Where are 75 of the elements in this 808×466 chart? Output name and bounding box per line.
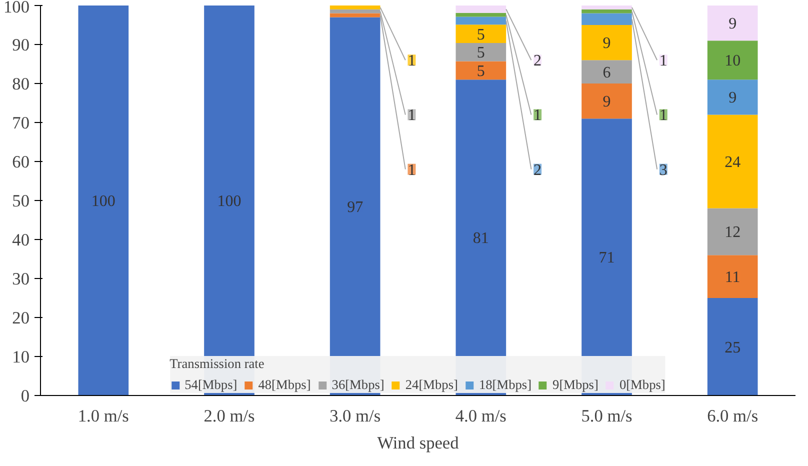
- y-tick-label: 90: [12, 36, 30, 54]
- bar: [582, 60, 632, 84]
- bar: [456, 6, 506, 13]
- y-tick-label: 100: [4, 0, 30, 16]
- y-tick-label: 70: [12, 114, 30, 132]
- bar: [330, 6, 380, 10]
- data-label: 12: [724, 224, 741, 242]
- data-label: 71: [598, 250, 615, 267]
- bar: [456, 12, 506, 17]
- y-tick-label: 50: [12, 192, 30, 210]
- legend-label: 18[Mbps]: [478, 377, 532, 393]
- y-tick-label: 10: [12, 348, 30, 366]
- data-label: 3: [659, 162, 668, 179]
- bar: [456, 16, 506, 25]
- data-label: 97: [347, 198, 364, 216]
- data-label: 6: [602, 64, 611, 82]
- bar: [582, 13, 632, 25]
- legend-title: Transmission rate: [170, 356, 266, 372]
- data-label: 9: [728, 90, 737, 107]
- y-tick-label: 0: [20, 386, 30, 406]
- bar: [330, 13, 380, 18]
- data-label: 1: [659, 52, 668, 70]
- y-tick-label: 40: [12, 230, 30, 250]
- data-label: 81: [472, 230, 489, 248]
- y-tick-label: 80: [12, 74, 30, 94]
- data-label: 2: [534, 162, 542, 179]
- data-label: 100: [217, 193, 242, 210]
- data-label: 25: [724, 339, 741, 356]
- data-label: 24: [724, 154, 741, 171]
- data-label: 1: [408, 162, 416, 179]
- data-label: 2: [534, 52, 542, 70]
- legend-label: 9[Mbps]: [552, 377, 598, 393]
- data-label: 100: [91, 193, 116, 210]
- y-tick-label: 60: [12, 152, 30, 172]
- bar: [707, 6, 758, 41]
- bar: [707, 80, 758, 115]
- bar: [582, 6, 632, 10]
- legend-label: 24[Mbps]: [405, 377, 458, 393]
- x-tick-label: 4.0 m/s: [455, 406, 507, 426]
- bar: [707, 208, 758, 256]
- x-tick-label: 5.0 m/s: [581, 406, 633, 426]
- data-label: 9: [602, 94, 611, 111]
- data-label: 5: [476, 62, 485, 80]
- x-tick-label: 2.0 m/s: [204, 406, 256, 426]
- data-label: 1: [659, 107, 668, 124]
- bar: [582, 25, 632, 60]
- data-label: 1: [408, 107, 416, 124]
- x-axis-title: Wind speed: [377, 434, 460, 452]
- bar: [456, 42, 506, 62]
- y-tick-label: 30: [12, 270, 30, 288]
- bar: [707, 40, 758, 80]
- x-tick-label: 3.0 m/s: [330, 406, 381, 426]
- data-label: 5: [476, 26, 485, 44]
- legend-label: 54[Mbps]: [184, 377, 238, 393]
- legend-label: 0[Mbps]: [619, 377, 666, 393]
- bar: [707, 298, 758, 396]
- data-label: 11: [724, 269, 740, 286]
- x-tick-label: 1.0 m/s: [78, 406, 130, 426]
- legend-label: 36[Mbps]: [332, 377, 384, 393]
- data-label: 10: [724, 52, 741, 70]
- data-label: 9: [602, 35, 611, 52]
- x-tick-label: 6.0 m/s: [707, 406, 758, 426]
- data-label: 5: [476, 44, 485, 62]
- bar: [707, 255, 758, 298]
- y-tick-label: 20: [12, 308, 30, 328]
- data-label: 1: [408, 52, 416, 70]
- bar: [456, 24, 506, 43]
- bar: [456, 61, 506, 80]
- bar: [78, 6, 129, 396]
- bar: [707, 114, 758, 208]
- data-label: 1: [534, 107, 542, 124]
- legend-label: 48[Mbps]: [258, 377, 311, 393]
- bar: [582, 84, 632, 119]
- bar: [582, 9, 632, 14]
- data-label: 9: [728, 16, 737, 33]
